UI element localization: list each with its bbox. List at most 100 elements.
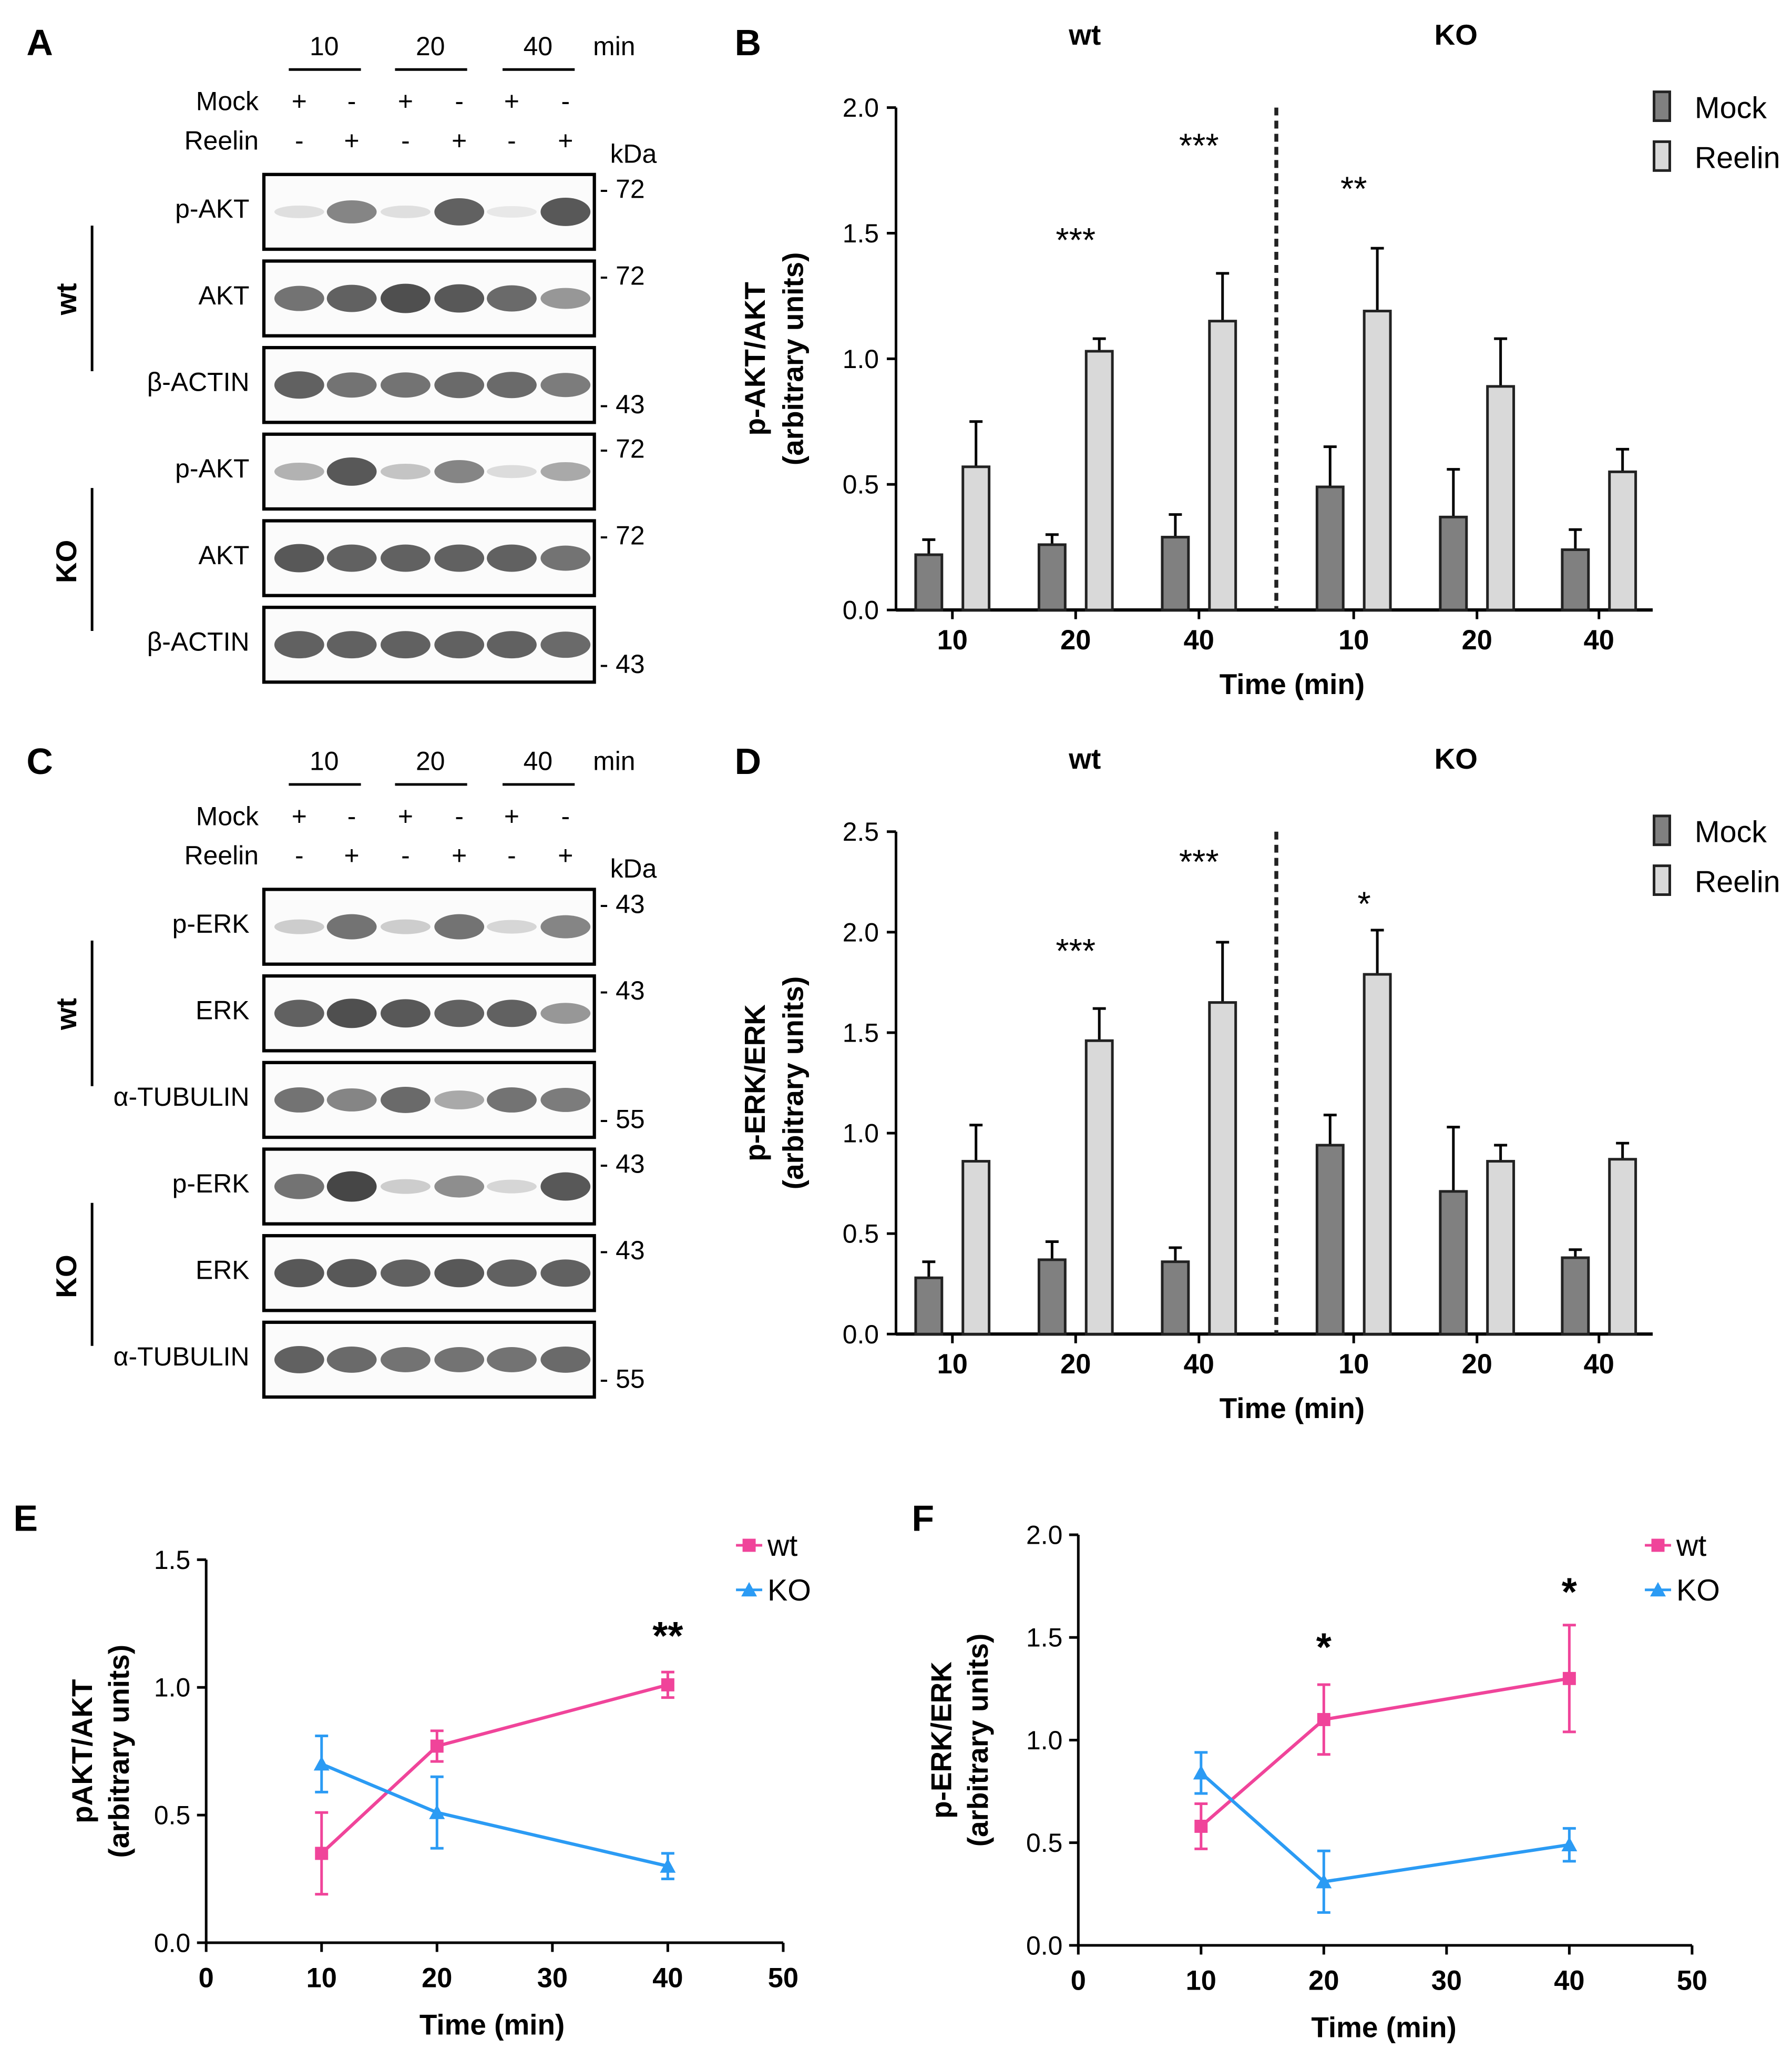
blot-band (540, 915, 591, 939)
kda-marker: - 55 (600, 1364, 645, 1394)
blot-band (434, 1175, 485, 1198)
blot-band (381, 372, 431, 398)
blot-band (381, 205, 431, 218)
legend-label: wt (767, 1529, 797, 1563)
kda-marker: - 72 (600, 434, 645, 464)
mock-sign: - (561, 87, 570, 116)
data-point-wt (661, 1678, 674, 1691)
blot-band (487, 465, 537, 478)
kda-marker: - 43 (600, 390, 645, 419)
y-tick-label: 2.0 (1026, 1520, 1062, 1550)
mock-sign: + (292, 801, 307, 831)
data-point-wt (1194, 1819, 1208, 1833)
data-point-wt (1562, 1671, 1576, 1685)
blot-band (434, 372, 485, 399)
blot-band (434, 1000, 485, 1027)
blot-band (326, 544, 377, 572)
y-axis-title: p-ERK/ERK (739, 1004, 771, 1161)
group-label-wt: wt (50, 998, 83, 1031)
blot-band (487, 544, 537, 572)
significance-marker: ** (1340, 170, 1367, 208)
series-line-ko (321, 1762, 669, 1868)
blot-band (540, 462, 591, 481)
significance-marker: * (1316, 1625, 1332, 1669)
x-axis-title: Time (min) (419, 2009, 565, 2041)
x-tick-label: 0 (199, 1963, 214, 1994)
blot-band (434, 198, 485, 226)
blot-band (381, 544, 431, 572)
blot-band (274, 1345, 324, 1373)
time-header: 40 (524, 32, 552, 61)
bar-mock (1439, 515, 1468, 611)
blot-band (381, 631, 431, 659)
reelin-sign: - (507, 841, 516, 870)
blot-band (487, 920, 537, 934)
legend-label: KO (767, 1574, 811, 1607)
kda-label: kDa (610, 854, 657, 883)
y-tick-label: 1.0 (843, 344, 879, 374)
y-axis-title: p-AKT/AKT (739, 282, 771, 436)
kda-marker: - 43 (600, 976, 645, 1005)
blot-band (326, 372, 377, 398)
time-header: 10 (310, 746, 339, 776)
y-tick-label: 1.0 (1026, 1726, 1062, 1755)
blot-band (274, 1000, 324, 1027)
series-line-wt (320, 1683, 669, 1855)
blot-band (540, 1088, 591, 1112)
x-tick-label: 40 (1584, 625, 1614, 656)
blot-band (487, 206, 537, 218)
reelin-sign: + (452, 841, 467, 870)
y-axis-title: p-ERK/ERK (925, 1661, 957, 1819)
blot-band (274, 462, 324, 481)
blot-band (434, 460, 485, 483)
time-header: 40 (524, 746, 552, 776)
y-axis-title: (arbitrary units) (103, 1645, 135, 1858)
reelin-sign: - (401, 841, 410, 870)
y-tick-label: 1.5 (1026, 1623, 1062, 1653)
blot-band (540, 373, 591, 397)
blot-row-label: α-TUBULIN (114, 1342, 250, 1371)
data-point-wt (1317, 1712, 1330, 1726)
bar-reelin (1208, 1001, 1237, 1336)
blot-band (326, 1088, 377, 1112)
y-tick-label: 0.0 (843, 596, 879, 625)
panel-label-d: D (735, 741, 761, 782)
blot-band (381, 463, 431, 480)
group-label-ko: KO (50, 1255, 83, 1298)
blot-band (326, 1346, 377, 1373)
blot-row-label: AKT (199, 281, 250, 310)
blot-band (487, 1000, 537, 1027)
y-tick-label: 0.5 (1026, 1828, 1062, 1858)
significance-marker: * (1358, 884, 1371, 923)
y-tick-label: 1.5 (843, 219, 879, 248)
kda-marker: - 72 (600, 175, 645, 204)
x-tick-label: 20 (1060, 1349, 1091, 1380)
y-tick-label: 0.5 (843, 470, 879, 499)
mock-sign: - (455, 801, 464, 831)
blot-band (381, 1179, 431, 1194)
reelin-label: Reelin (185, 841, 259, 870)
legend-label: wt (1676, 1529, 1706, 1563)
significance-marker: *** (1056, 932, 1095, 970)
mock-sign: + (504, 801, 519, 831)
blot-band (326, 1259, 377, 1288)
blot-band (434, 544, 485, 572)
x-tick-label: 40 (652, 1963, 683, 1994)
reelin-sign: - (507, 126, 516, 155)
blot-band (540, 1346, 591, 1373)
y-tick-label: 0.0 (843, 1320, 879, 1349)
y-tick-label: 2.0 (843, 918, 879, 947)
y-tick-label: 0.5 (843, 1219, 879, 1249)
mock-sign: + (292, 87, 307, 116)
blot-row-label: p-AKT (175, 454, 249, 483)
reelin-sign: + (452, 126, 467, 155)
x-tick-label: 10 (1338, 1349, 1369, 1380)
reelin-label: Reelin (185, 126, 259, 155)
bar-reelin (961, 1160, 991, 1336)
data-point-ko (313, 1756, 330, 1771)
blot-band (540, 197, 591, 226)
blot-band (326, 1171, 377, 1202)
group-label-wt: wt (1068, 742, 1101, 775)
kda-marker: - 43 (600, 1149, 645, 1178)
